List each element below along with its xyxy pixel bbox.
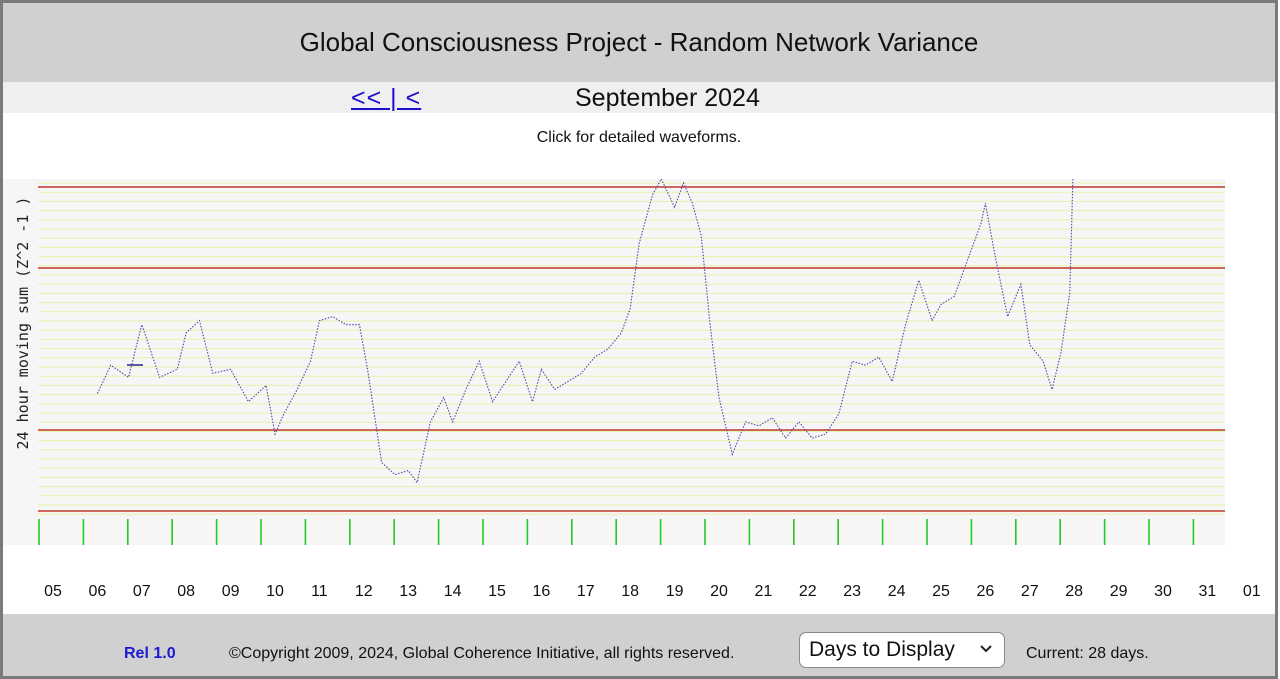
x-tick-label: 01: [1242, 583, 1261, 600]
x-tick-label: 23: [843, 583, 862, 600]
x-tick-label: 15: [488, 583, 506, 600]
x-tick-label: 27: [1020, 583, 1039, 600]
x-tick-label: 09: [221, 583, 240, 600]
x-tick-label: 21: [754, 583, 773, 600]
x-tick-label: 20: [710, 583, 728, 600]
x-tick-label: 17: [576, 583, 595, 600]
variance-chart[interactable]: [3, 179, 1225, 545]
x-tick-label: 06: [88, 583, 107, 600]
days-select-value: Days to Display: [809, 638, 955, 661]
x-tick-label: 16: [532, 583, 551, 600]
x-tick-label: 28: [1065, 583, 1084, 600]
plot-background: [3, 179, 1225, 545]
x-tick-label: 18: [621, 583, 640, 600]
page-title: Global Consciousness Project - Random Ne…: [3, 3, 1275, 82]
days-to-display-select[interactable]: Days to Display: [799, 632, 1005, 668]
current-days-label: Current: 28 days.: [1026, 645, 1149, 662]
x-tick-label: 29: [1109, 583, 1128, 600]
x-tick-label: 26: [976, 583, 995, 600]
month-label: September 2024: [575, 84, 760, 112]
x-tick-label: 31: [1198, 583, 1217, 600]
x-tick-label: 08: [177, 583, 196, 600]
waveform-hint: Click for detailed waveforms.: [536, 129, 742, 146]
y-axis-label: 24 hour moving sum (Z^2 -1 ): [14, 196, 32, 450]
x-tick-label: 05: [44, 583, 62, 600]
x-tick-label: 13: [399, 583, 418, 600]
x-tick-label: 14: [443, 583, 462, 600]
chevron-down-icon: [980, 645, 992, 653]
footer-bar: Rel 1.0 ©Copyright 2009, 2024, Global Co…: [3, 614, 1275, 676]
copyright-text: ©Copyright 2009, 2024, Global Coherence …: [229, 645, 735, 662]
x-tick-label: 12: [354, 583, 373, 600]
x-tick-label: 24: [887, 583, 906, 600]
x-tick-label: 19: [665, 583, 684, 600]
x-tick-label: 25: [932, 583, 950, 600]
x-tick-label: 11: [311, 583, 328, 600]
x-tick-label: 22: [798, 583, 817, 600]
navigation-row: << | < September 2024: [3, 82, 1275, 113]
x-tick-label: 10: [266, 583, 284, 600]
x-axis-ticks: 05 06 07 08 09 10 11 12 13 14 15 16 17 18 19 20 21 22 23 24…: [3, 583, 1275, 607]
previous-month-links[interactable]: << | <: [351, 84, 422, 112]
x-tick-label: 30: [1154, 583, 1172, 600]
variance-series-line: [96, 179, 1074, 484]
x-tick-label: 07: [132, 583, 151, 600]
release-label: Rel 1.0: [124, 645, 176, 662]
